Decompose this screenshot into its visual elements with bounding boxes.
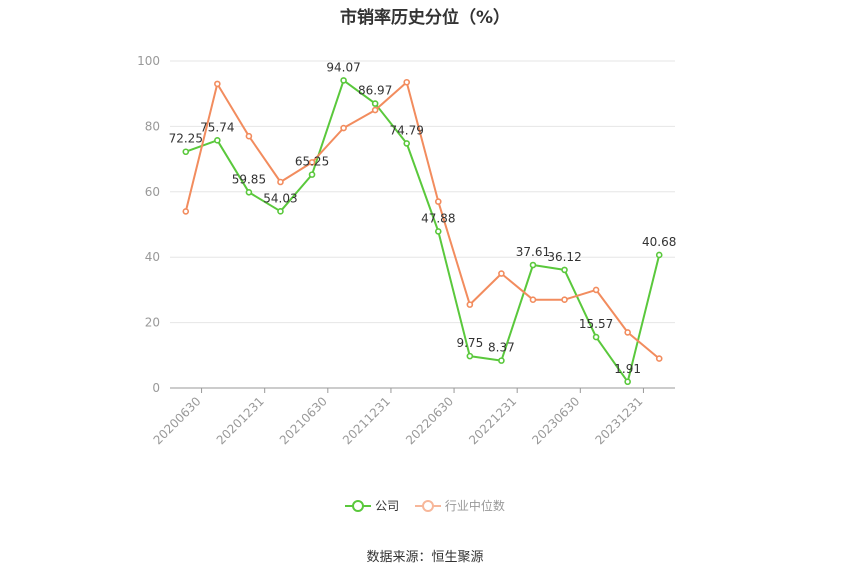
data-point-0: [214, 137, 221, 144]
data-label: 36.12: [547, 250, 581, 264]
x-tick-label: 20220630: [403, 394, 456, 447]
data-point-1: [371, 106, 379, 114]
x-tick-label: 20221231: [466, 394, 519, 447]
data-point-1: [529, 296, 537, 304]
data-label: 75.74: [200, 120, 234, 134]
x-tick-label: 20230630: [529, 394, 582, 447]
data-label: 59.85: [232, 172, 266, 186]
data-point-1: [214, 80, 221, 88]
chart-legend: 公司 行业中位数: [0, 497, 850, 516]
data-point-0: [561, 266, 568, 274]
data-label: 72.25: [169, 132, 203, 146]
data-label: 65.25: [295, 155, 329, 169]
legend-swatch-company: [345, 499, 372, 513]
data-point-0: [371, 100, 379, 107]
data-label: 1.91: [614, 362, 641, 376]
legend-swatch-industry-median: [414, 499, 441, 513]
data-point-1: [561, 296, 568, 304]
data-point-1: [182, 208, 190, 215]
data-label: 94.07: [326, 60, 360, 74]
data-label: 9.75: [456, 336, 483, 350]
data-point-1: [277, 178, 284, 186]
x-tick-label: 20231231: [592, 394, 645, 447]
series-line-0: [185, 79, 661, 383]
legend-item-industry-median[interactable]: 行业中位数: [414, 497, 505, 514]
data-point-1: [245, 132, 253, 140]
x-tick-label: 20200630: [151, 394, 204, 447]
data-point-0: [277, 208, 284, 215]
series-line-1: [184, 81, 660, 360]
data-point-0: [403, 140, 411, 147]
data-point-0: [466, 352, 474, 360]
y-tick-label: 40: [145, 250, 160, 264]
y-tick-label: 20: [145, 316, 160, 330]
data-point-0: [245, 188, 253, 196]
data-label: 15.57: [579, 317, 613, 331]
data-label: 54.03: [263, 191, 297, 205]
data-point-1: [624, 329, 631, 336]
x-tick-label: 20201231: [214, 394, 267, 447]
data-point-1: [340, 124, 347, 132]
data-label: 86.97: [358, 84, 392, 98]
y-tick-label: 0: [152, 381, 160, 395]
chart-title: 市销率历史分位（%）: [339, 8, 511, 28]
data-point-0: [182, 148, 190, 156]
y-tick-label: 60: [145, 185, 160, 199]
y-tick-label: 80: [145, 119, 160, 133]
data-point-1: [466, 301, 474, 308]
legend-label-industry-median: 行业中位数: [444, 499, 505, 513]
data-label: 37.61: [516, 245, 550, 259]
data-point-1: [655, 355, 663, 362]
x-tick-label: 20211231: [340, 394, 393, 447]
data-point-0: [308, 171, 316, 178]
data-label: 47.88: [421, 211, 455, 225]
data-label: 74.79: [390, 123, 424, 137]
legend-item-company[interactable]: 公司: [345, 497, 399, 514]
data-point-1: [498, 270, 505, 277]
data-point-1: [434, 198, 442, 205]
data-source: 数据来源：恒生聚源: [366, 550, 484, 565]
data-point-1: [403, 78, 411, 86]
data-label: 40.68: [642, 235, 676, 249]
data-point-1: [308, 159, 316, 166]
data-point-0: [529, 261, 537, 269]
data-point-0: [592, 333, 600, 341]
y-tick-label: 100: [137, 54, 160, 68]
x-tick-label: 20210630: [277, 394, 330, 447]
data-point-0: [624, 378, 631, 386]
data-point-1: [592, 286, 600, 294]
data-point-0: [655, 251, 663, 259]
data-label: 8.37: [488, 341, 515, 355]
data-point-0: [340, 77, 347, 84]
legend-label-company: 公司: [375, 499, 400, 513]
data-point-0: [434, 228, 442, 235]
data-point-0: [498, 357, 505, 364]
